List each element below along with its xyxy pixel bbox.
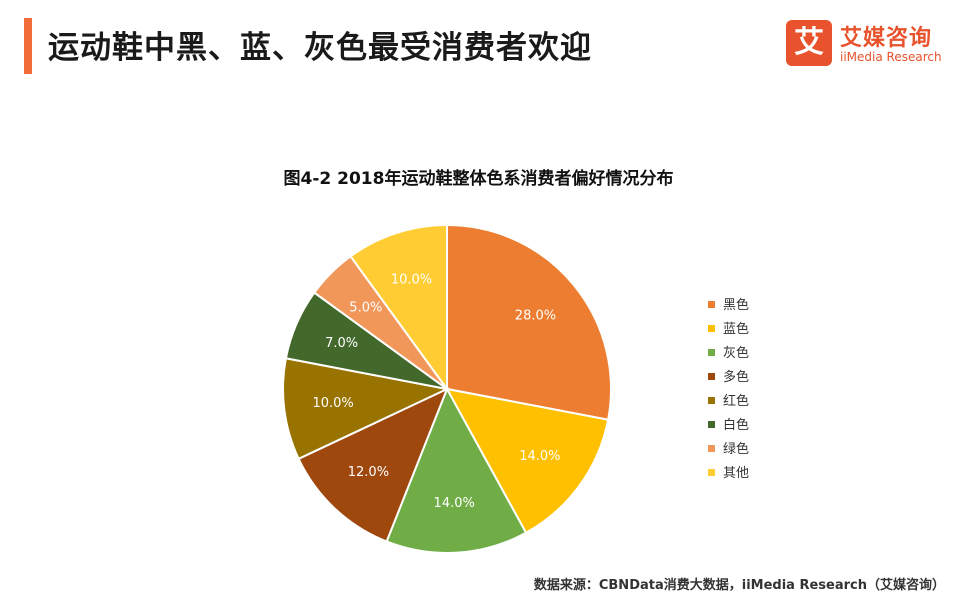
pie-data-label: 12.0% <box>348 465 389 480</box>
data-source-note: 数据来源：CBNData消费大数据，iiMedia Research（艾媒咨询） <box>533 578 945 593</box>
title-accent-bar <box>24 18 32 74</box>
logo-chinese-name: 艾媒咨询 <box>840 26 933 51</box>
legend-swatch <box>708 349 715 356</box>
chart-title: 图4-2 2018年运动鞋整体色系消费者偏好情况分布 <box>283 169 674 189</box>
legend-item: 其他 <box>708 462 788 486</box>
legend-label: 白色 <box>723 418 750 433</box>
legend-item: 绿色 <box>708 438 788 462</box>
pie-slice <box>297 387 449 543</box>
legend-item: 黑色 <box>708 294 788 318</box>
legend-item: 蓝色 <box>708 318 788 342</box>
legend-swatch <box>708 325 715 332</box>
legend-label: 红色 <box>723 394 750 409</box>
legend-item: 多色 <box>708 366 788 390</box>
brand-logo: 艾 艾媒咨询 iiMedia Research <box>786 20 946 66</box>
pie-slice <box>445 387 610 535</box>
page-title: 运动鞋中黑、蓝、灰色最受消费者欢迎 <box>48 30 592 66</box>
legend-swatch <box>708 301 715 308</box>
legend-swatch <box>708 421 715 428</box>
pie-data-label: 10.0% <box>391 272 432 287</box>
legend-label: 黑色 <box>723 298 750 313</box>
pie-data-label: 5.0% <box>349 300 382 315</box>
legend-swatch <box>708 469 715 476</box>
legend-swatch <box>708 373 715 380</box>
logo-mark: 艾 <box>786 20 832 66</box>
legend-swatch <box>708 445 715 452</box>
legend-label: 其他 <box>723 466 750 481</box>
pie-data-label: 7.0% <box>325 336 358 351</box>
pie-data-label: 14.0% <box>434 496 475 511</box>
legend-swatch <box>708 397 715 404</box>
pie-slice <box>282 357 451 461</box>
legend-item: 白色 <box>708 414 788 438</box>
pie-data-label: 10.0% <box>312 396 353 411</box>
chart-legend: 黑色蓝色灰色多色红色白色绿色其他 <box>708 294 788 486</box>
legend-label: 灰色 <box>723 346 750 361</box>
legend-label: 绿色 <box>723 442 750 457</box>
legend-label: 多色 <box>723 370 750 385</box>
logo-english-name: iiMedia Research <box>840 50 942 64</box>
legend-item: 灰色 <box>708 342 788 366</box>
pie-data-label: 28.0% <box>515 308 556 323</box>
pie-slice <box>385 386 528 554</box>
legend-label: 蓝色 <box>723 322 750 337</box>
pie-data-label: 14.0% <box>519 449 560 464</box>
legend-item: 红色 <box>708 390 788 414</box>
pie-slice <box>349 223 448 393</box>
pie-slice <box>446 223 612 421</box>
